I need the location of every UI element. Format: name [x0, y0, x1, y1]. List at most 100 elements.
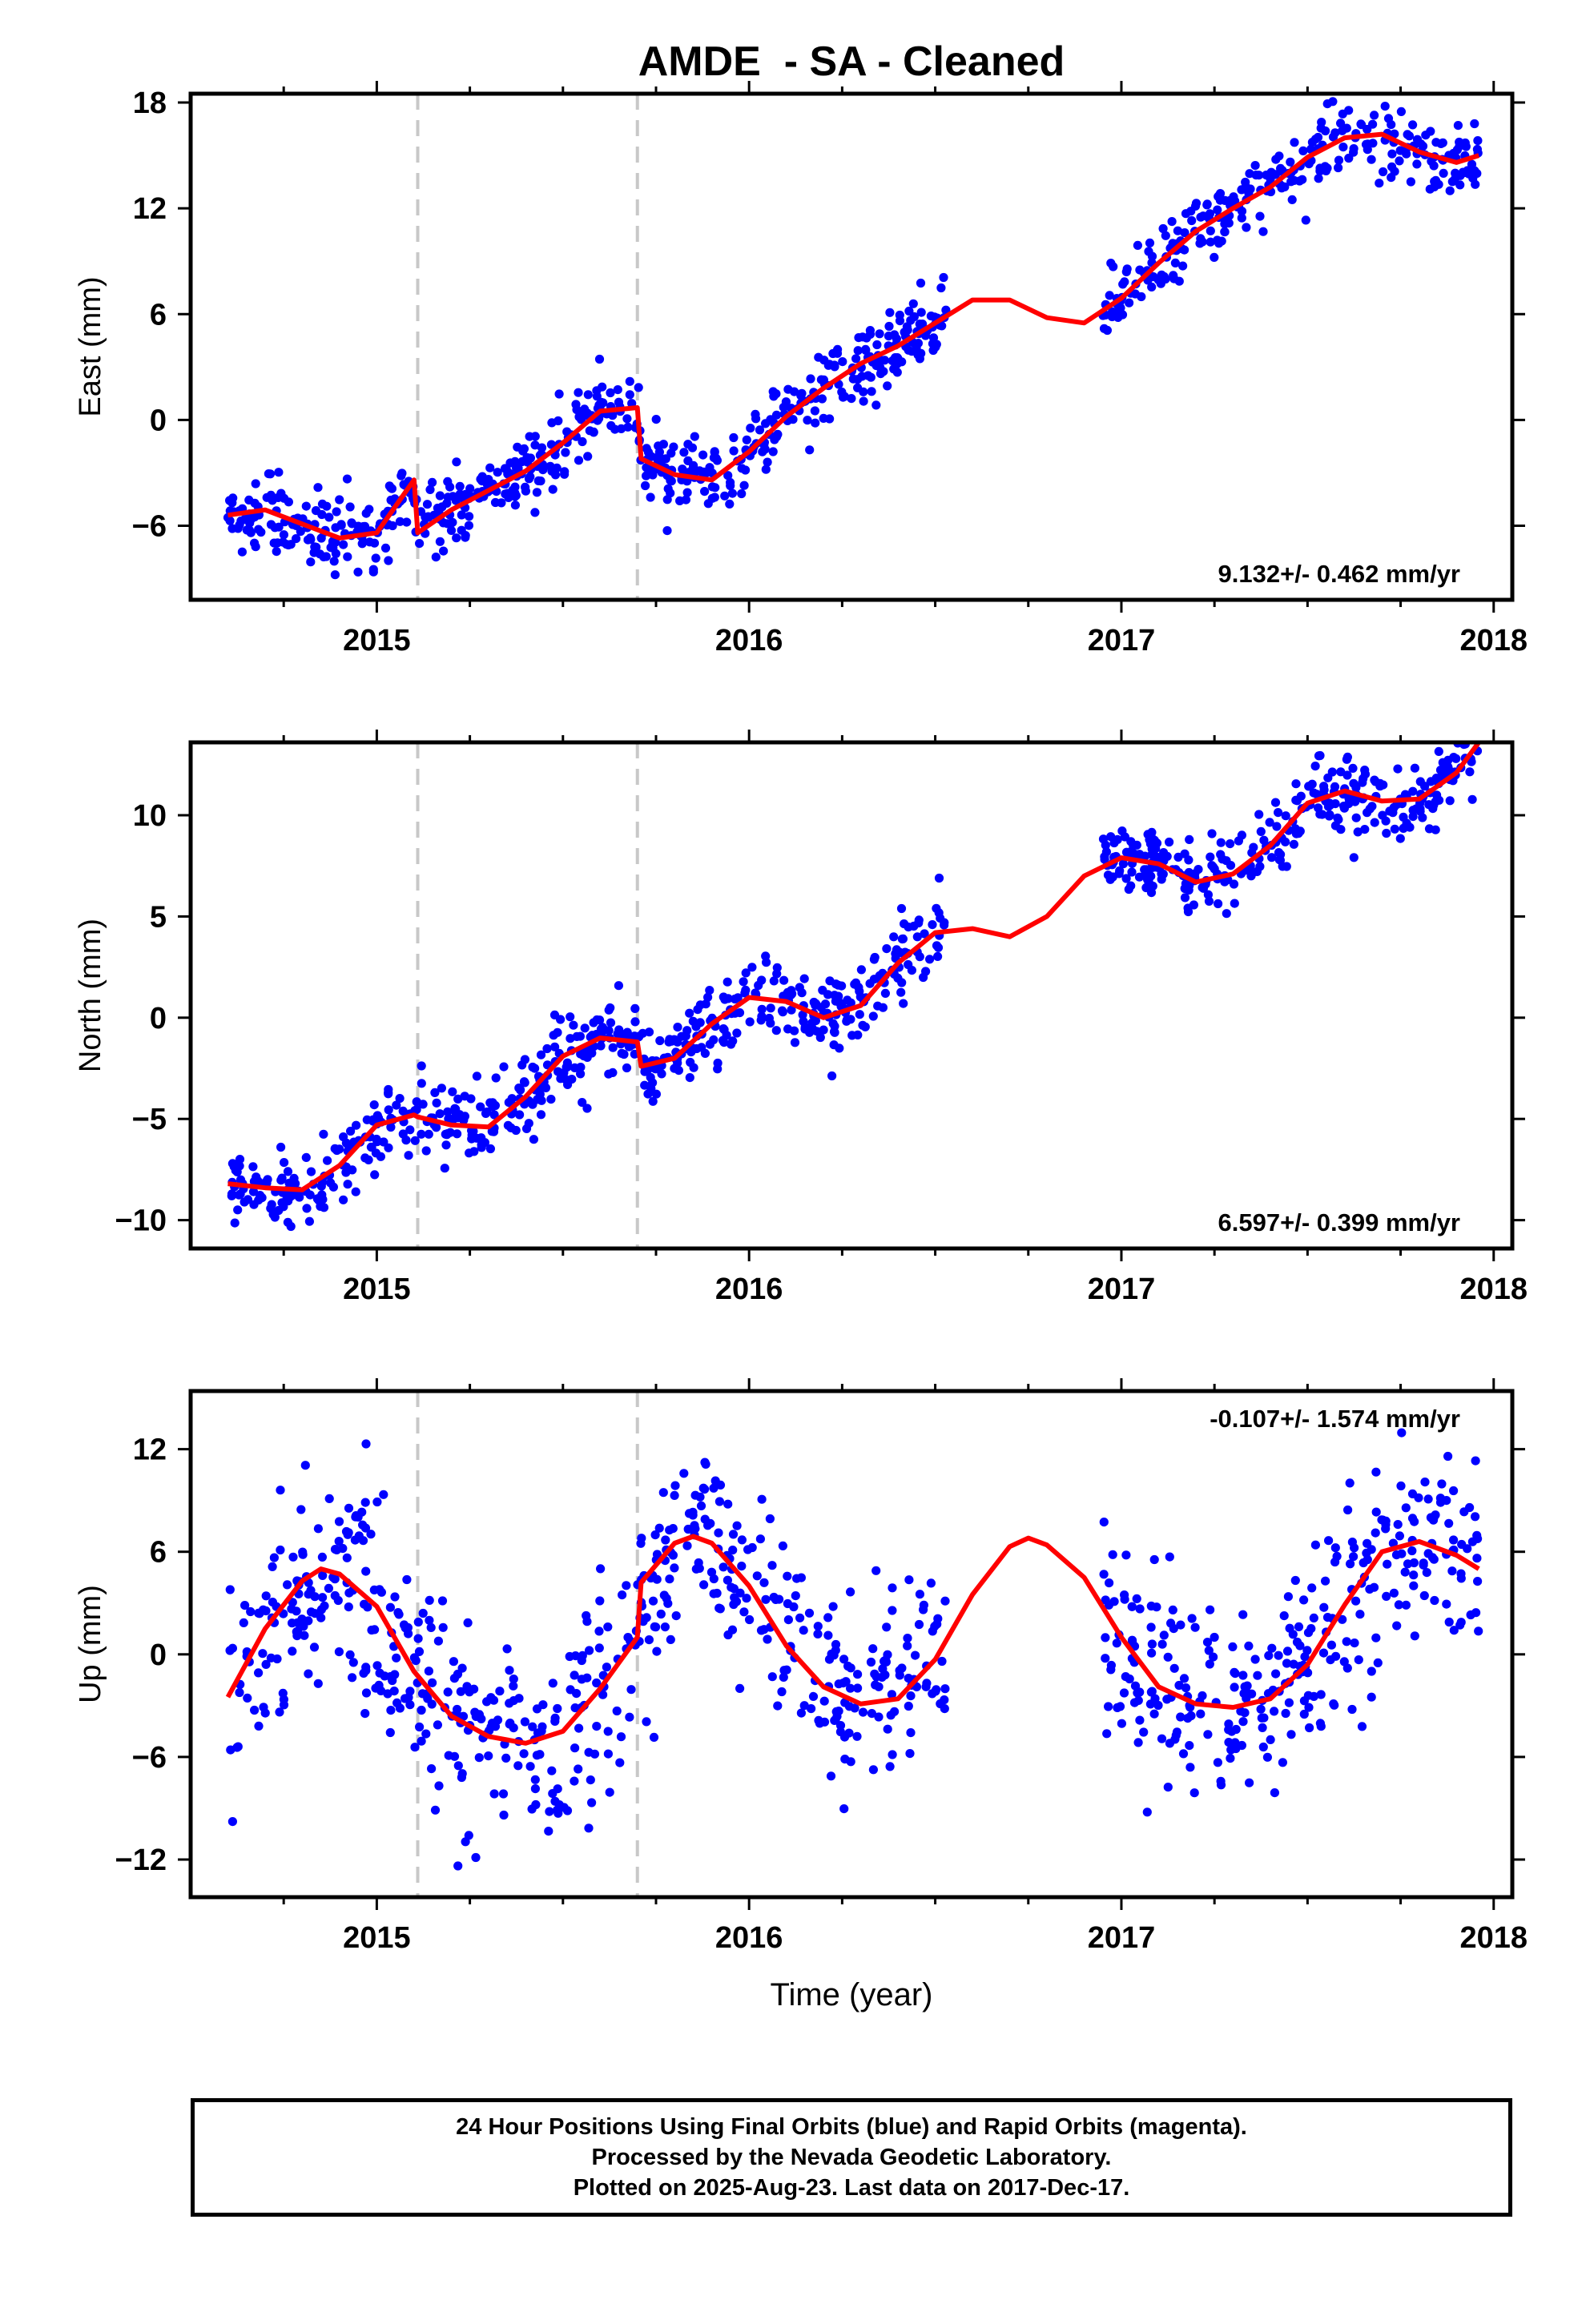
data-point: [1102, 325, 1112, 336]
data-point: [1230, 1669, 1240, 1679]
data-point: [318, 1570, 328, 1580]
data-point: [1157, 1734, 1167, 1743]
data-point: [662, 526, 672, 536]
data-point: [465, 1687, 474, 1697]
data-point: [1396, 107, 1406, 116]
data-point: [881, 1655, 891, 1665]
data-point: [302, 1204, 312, 1213]
data-point: [695, 1000, 706, 1010]
data-point: [1390, 824, 1399, 834]
data-point: [851, 354, 861, 364]
data-point: [330, 570, 340, 580]
y-tick-label: 0: [150, 1002, 167, 1035]
data-point: [853, 383, 863, 392]
data-point: [847, 394, 856, 404]
data-point: [1471, 1512, 1480, 1522]
data-point: [807, 1704, 816, 1714]
data-point: [1362, 1548, 1371, 1558]
data-point: [283, 1580, 292, 1590]
data-point: [592, 392, 602, 401]
data-point: [1402, 149, 1411, 159]
data-point: [360, 1498, 370, 1507]
data-point: [361, 1688, 372, 1698]
data-point: [574, 456, 584, 465]
data-point: [1342, 770, 1352, 780]
data-point: [239, 1618, 248, 1627]
data-point: [404, 1151, 413, 1160]
data-point: [574, 1764, 583, 1774]
data-point: [226, 1745, 235, 1755]
data-point: [433, 1636, 444, 1646]
data-point: [528, 1722, 537, 1731]
data-point: [318, 1593, 328, 1602]
data-point: [553, 1027, 562, 1037]
data-point: [761, 1594, 771, 1604]
data-point: [610, 424, 620, 434]
data-point: [519, 444, 529, 454]
data-point: [662, 1594, 671, 1603]
data-point: [879, 367, 888, 376]
x-tick-label: 2016: [715, 1273, 783, 1306]
data-point: [852, 1731, 862, 1741]
data-point: [625, 376, 634, 386]
data-point: [430, 1088, 440, 1097]
data-point: [502, 1644, 512, 1654]
data-point: [280, 1158, 289, 1168]
data-point: [471, 1852, 481, 1863]
data-point: [926, 1578, 936, 1588]
data-point: [1321, 126, 1330, 136]
data-point: [529, 1135, 539, 1144]
data-point: [887, 1690, 896, 1699]
data-point: [1173, 226, 1182, 235]
data-point: [304, 1216, 314, 1226]
data-point: [570, 1671, 579, 1680]
data-point: [723, 471, 733, 480]
data-point: [254, 1721, 264, 1731]
data-point: [376, 1152, 385, 1161]
data-point: [576, 1069, 586, 1079]
data-point: [604, 1005, 614, 1015]
data-point: [654, 441, 663, 451]
data-point: [727, 1582, 736, 1592]
data-point: [401, 1136, 411, 1145]
data-point: [1220, 227, 1230, 236]
data-point: [530, 440, 540, 450]
data-point: [598, 1690, 608, 1699]
data-point: [1299, 1709, 1309, 1719]
data-point: [1282, 1647, 1293, 1656]
data-point: [1343, 1505, 1353, 1515]
data-point: [625, 390, 634, 400]
data-point: [1114, 869, 1124, 879]
data-point: [771, 410, 782, 420]
data-point: [1408, 812, 1418, 822]
data-point: [1216, 838, 1226, 847]
data-point: [1256, 1704, 1266, 1714]
data-point: [673, 1023, 682, 1032]
y-axis-label-up: Up (mm): [74, 1585, 107, 1703]
data-point: [493, 468, 502, 477]
data-point: [583, 390, 593, 400]
data-point: [421, 1729, 431, 1739]
data-point: [796, 1708, 807, 1718]
data-point: [641, 480, 650, 491]
data-point: [1307, 1583, 1317, 1593]
data-point: [705, 986, 714, 995]
data-point: [719, 1038, 729, 1047]
data-point: [807, 1018, 817, 1027]
data-point: [737, 489, 747, 499]
data-point: [390, 1592, 400, 1602]
data-point: [658, 1488, 668, 1498]
data-point: [754, 980, 763, 991]
data-point: [348, 1165, 357, 1175]
data-point: [1430, 177, 1439, 187]
data-point: [1451, 168, 1460, 178]
data-point: [424, 1129, 433, 1139]
data-point: [1472, 727, 1481, 736]
data-point: [556, 1074, 566, 1084]
data-point: [690, 432, 699, 441]
data-point: [1350, 797, 1360, 806]
y-tick-label: −5: [132, 1103, 167, 1136]
data-point: [661, 1535, 670, 1545]
data-point: [1449, 1486, 1459, 1496]
data-point: [778, 1541, 788, 1550]
